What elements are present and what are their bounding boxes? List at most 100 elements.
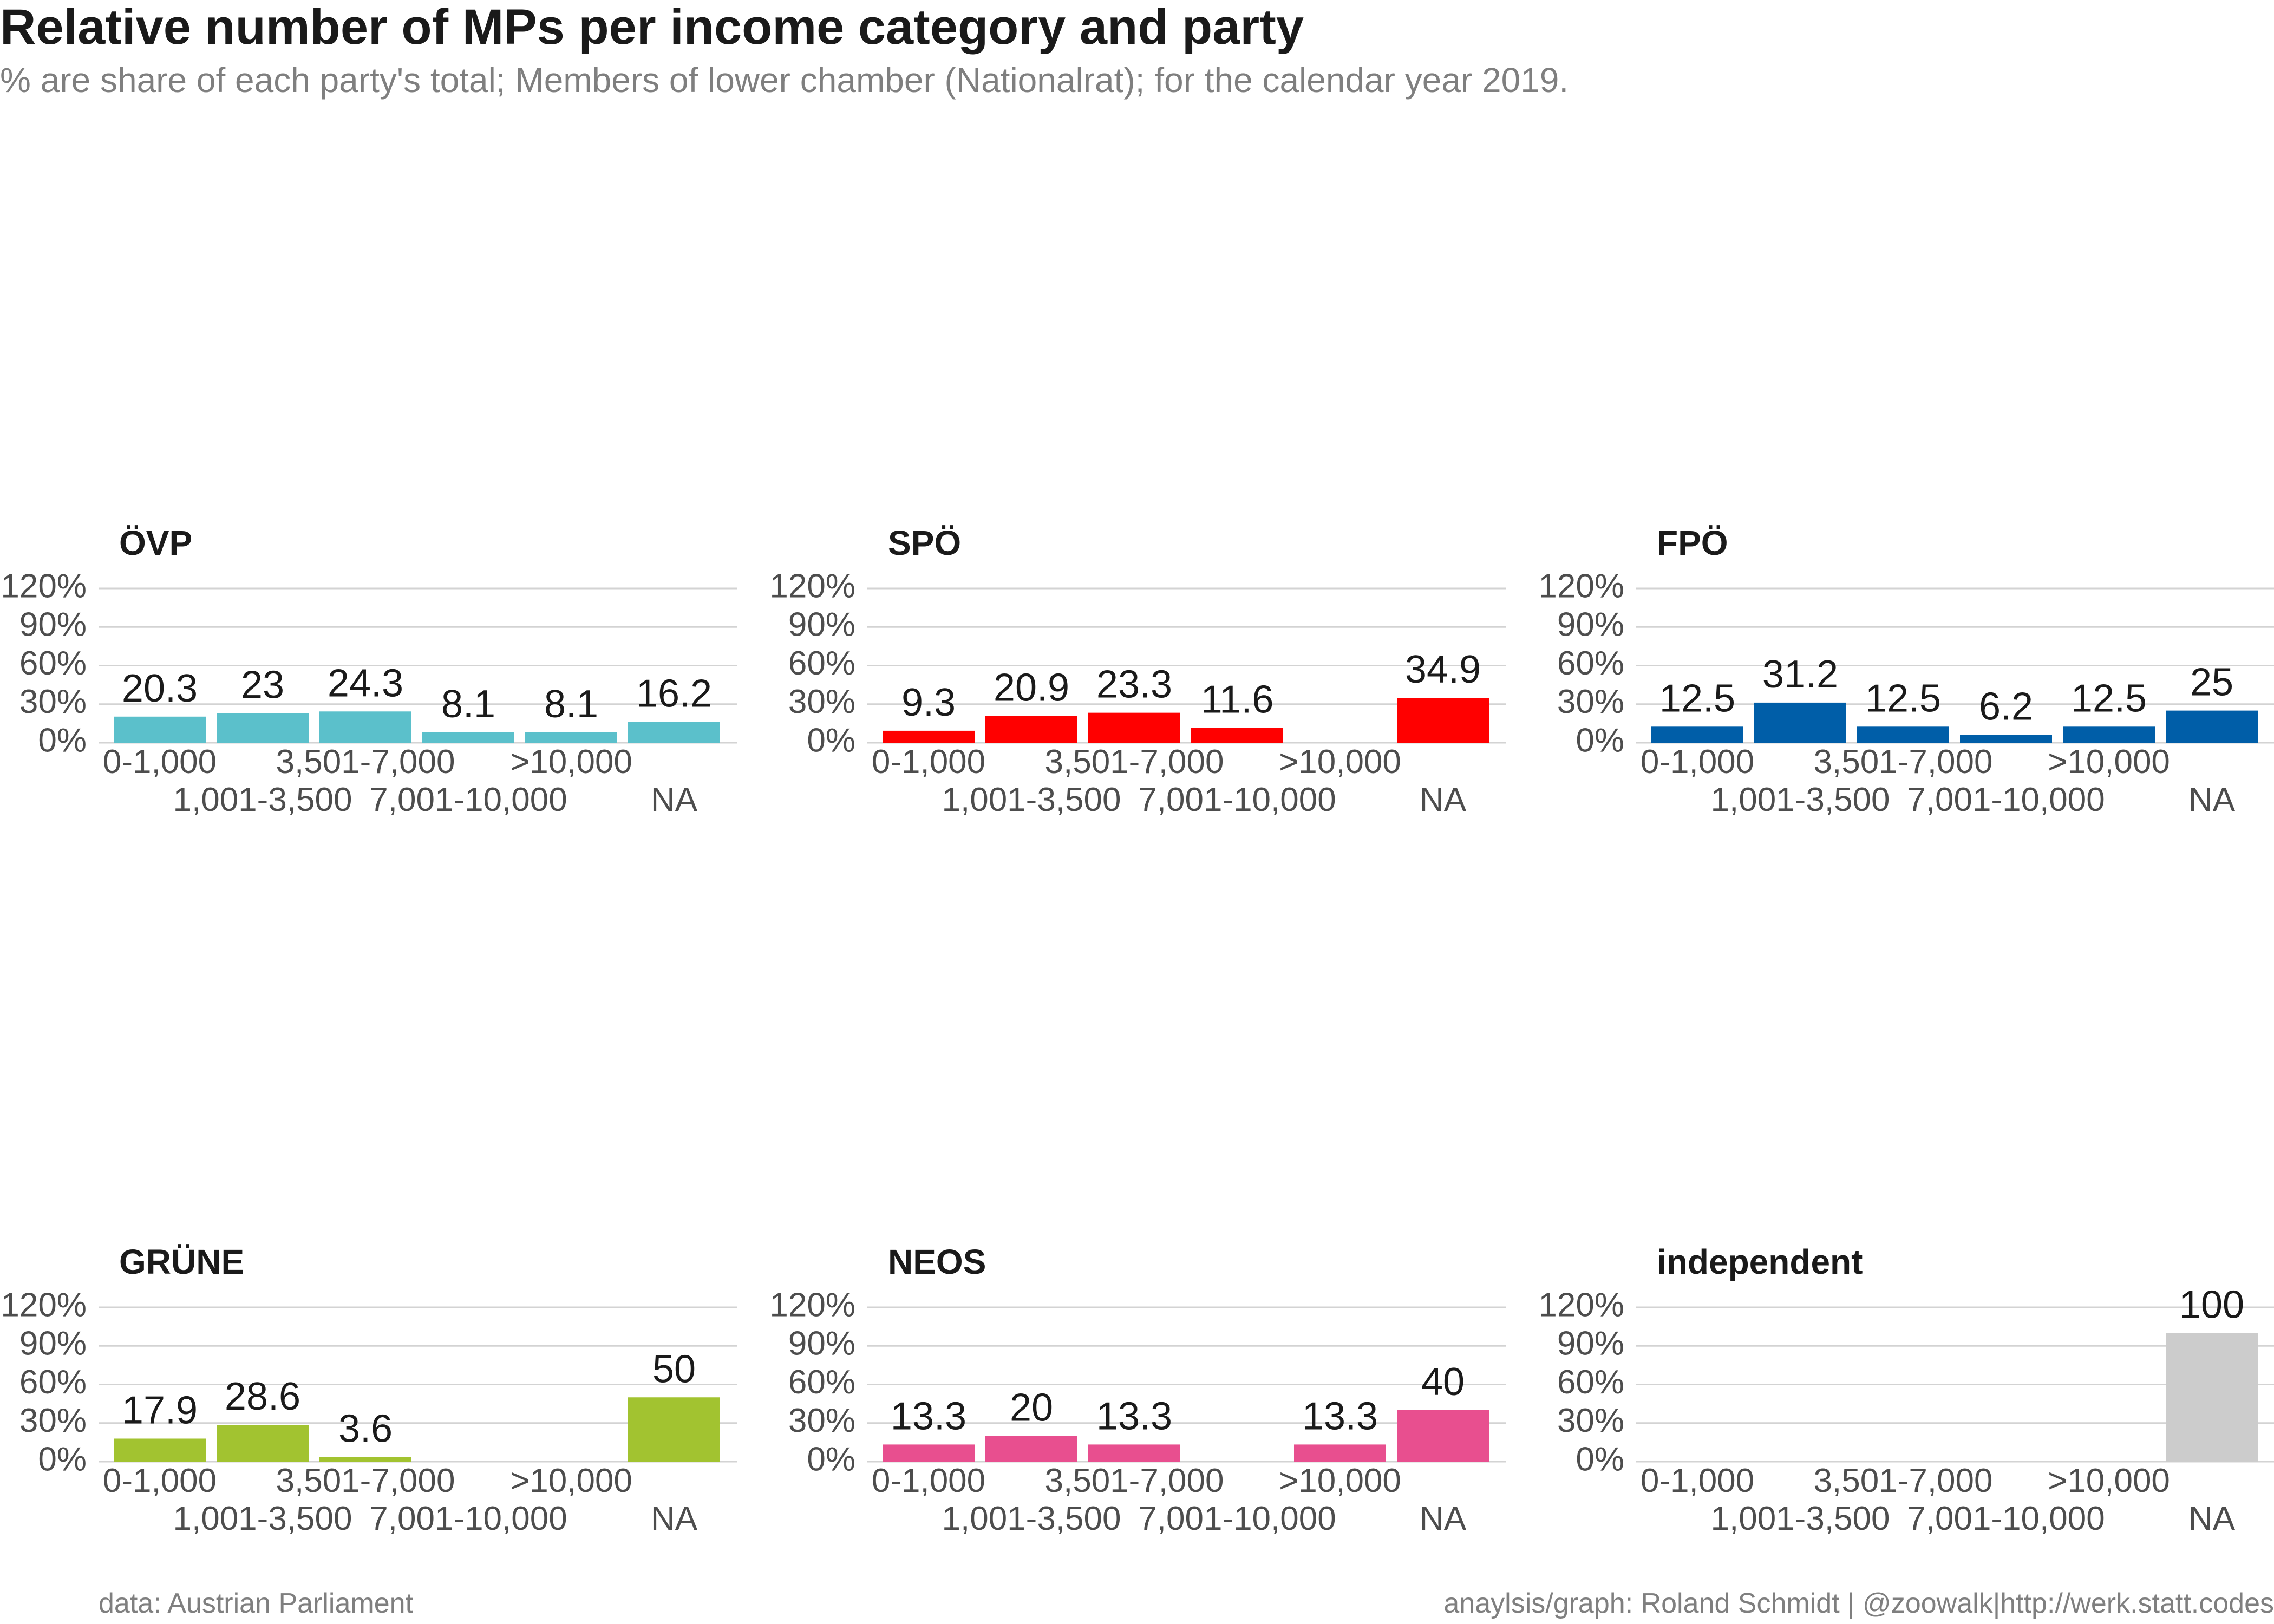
- grune-x-tick-label: >10,000: [510, 1462, 632, 1499]
- neos-x-tick-label: 1,001-3,500: [942, 1500, 1121, 1537]
- grune-y-tick-label: 90%: [19, 1325, 87, 1363]
- neos-value-label: 13.3: [891, 1394, 966, 1438]
- author-caption: anaylsis/graph: Roland Schmidt | @zoowal…: [1443, 1588, 2274, 1619]
- independent-x-tick-label: >10,000: [2048, 1462, 2170, 1499]
- independent-x-tick-label: 3,501-7,000: [1814, 1462, 1993, 1499]
- chart-title: Relative number of MPs per income catego…: [0, 0, 1304, 55]
- neos-value-label: 13.3: [1302, 1394, 1378, 1438]
- grune-panel-title: GRÜNE: [119, 1242, 244, 1281]
- ovp-x-tick-label: 0-1,000: [103, 743, 217, 781]
- spo-bar: [985, 716, 1077, 743]
- grune-x-tick-label: NA: [651, 1500, 698, 1537]
- spo-bar: [883, 730, 975, 743]
- spo-value-label: 9.3: [901, 681, 956, 724]
- grune-value-label: 3.6: [338, 1407, 393, 1450]
- independent-x-tick-label: NA: [2188, 1500, 2236, 1537]
- independent-y-tick-label: 90%: [1557, 1325, 1624, 1363]
- spo-panel-title: SPÖ: [888, 523, 961, 562]
- fpo-y-tick-label: 30%: [1557, 683, 1624, 721]
- fpo-bar: [2166, 710, 2258, 743]
- grune-value-label: 17.9: [122, 1389, 198, 1432]
- spo-bar: [1088, 712, 1180, 743]
- fpo-x-tick-label: NA: [2188, 781, 2236, 818]
- ovp-value-label: 8.1: [544, 683, 598, 726]
- ovp-y-tick-label: 0%: [38, 722, 87, 759]
- spo-y-tick-label: 120%: [769, 567, 855, 605]
- grune-bar: [114, 1438, 206, 1462]
- grune-value-label: 50: [652, 1347, 696, 1391]
- fpo-bar: [1857, 726, 1949, 743]
- ovp-panel-title: ÖVP: [119, 523, 192, 562]
- fpo-value-label: 12.5: [1865, 677, 1941, 720]
- independent-y-tick-label: 30%: [1557, 1402, 1624, 1439]
- ovp-bar: [319, 711, 411, 743]
- fpo-panel-title: FPÖ: [1657, 523, 1728, 562]
- neos-bar: [883, 1444, 975, 1462]
- ovp-bar: [114, 716, 206, 743]
- neos-bar: [1088, 1444, 1180, 1462]
- grune-bar: [628, 1397, 720, 1462]
- ovp-bar: [525, 732, 617, 743]
- neos-x-tick-label: >10,000: [1279, 1462, 1401, 1499]
- grune-y-tick-label: 60%: [19, 1364, 87, 1401]
- ovp-bar: [217, 713, 309, 743]
- ovp-x-tick-label: NA: [651, 781, 698, 818]
- neos-y-tick-label: 90%: [788, 1325, 855, 1363]
- ovp-value-label: 23: [241, 663, 284, 706]
- fpo-value-label: 12.5: [1659, 677, 1735, 720]
- grune-x-tick-label: 3,501-7,000: [276, 1462, 455, 1499]
- grune-bar: [217, 1425, 309, 1462]
- ovp-value-label: 8.1: [441, 683, 495, 726]
- ovp-value-label: 20.3: [122, 667, 198, 710]
- spo-x-tick-label: NA: [1420, 781, 1467, 818]
- ovp-bar: [422, 732, 514, 743]
- grune-y-tick-label: 120%: [1, 1286, 87, 1324]
- fpo-value-label: 25: [2190, 661, 2233, 704]
- independent-y-tick-label: 0%: [1576, 1440, 1624, 1478]
- ovp-x-tick-label: 1,001-3,500: [173, 781, 352, 818]
- grune-x-tick-label: 7,001-10,000: [369, 1500, 567, 1537]
- ovp-y-tick-label: 120%: [1, 567, 87, 605]
- ovp-value-label: 24.3: [328, 662, 403, 705]
- neos-bar: [1397, 1410, 1489, 1462]
- spo-bar: [1397, 698, 1489, 743]
- neos-y-tick-label: 0%: [807, 1440, 855, 1478]
- fpo-y-tick-label: 90%: [1557, 606, 1624, 644]
- spo-value-label: 20.9: [994, 666, 1069, 709]
- spo-x-tick-label: 1,001-3,500: [942, 781, 1121, 818]
- fpo-x-tick-label: >10,000: [2048, 743, 2170, 781]
- grune-y-tick-label: 0%: [38, 1440, 87, 1478]
- ovp-value-label: 16.2: [636, 672, 712, 716]
- grune-x-tick-label: 1,001-3,500: [173, 1500, 352, 1537]
- ovp-x-tick-label: 7,001-10,000: [369, 781, 567, 818]
- neos-x-tick-label: NA: [1420, 1500, 1467, 1537]
- spo-x-tick-label: >10,000: [1279, 743, 1401, 781]
- ovp-x-tick-label: 3,501-7,000: [276, 743, 455, 781]
- grune-y-tick-label: 30%: [19, 1402, 87, 1439]
- neos-y-tick-label: 30%: [788, 1402, 855, 1439]
- independent-bar: [2166, 1333, 2258, 1462]
- neos-panel-title: NEOS: [888, 1242, 986, 1281]
- spo-bar: [1191, 728, 1283, 743]
- independent-y-tick-label: 120%: [1538, 1286, 1624, 1324]
- spo-x-tick-label: 7,001-10,000: [1138, 781, 1336, 818]
- ovp-x-tick-label: >10,000: [510, 743, 632, 781]
- ovp-bar: [628, 722, 720, 743]
- fpo-value-label: 12.5: [2071, 677, 2147, 720]
- neos-x-tick-label: 0-1,000: [872, 1462, 985, 1499]
- neos-y-tick-label: 60%: [788, 1364, 855, 1401]
- neos-value-label: 40: [1421, 1360, 1465, 1404]
- neos-bar: [1294, 1444, 1386, 1462]
- spo-value-label: 34.9: [1405, 648, 1481, 691]
- fpo-x-tick-label: 1,001-3,500: [1711, 781, 1890, 818]
- spo-value-label: 23.3: [1096, 663, 1172, 706]
- fpo-value-label: 31.2: [1762, 653, 1838, 696]
- fpo-x-tick-label: 0-1,000: [1641, 743, 1754, 781]
- neos-value-label: 13.3: [1096, 1394, 1172, 1438]
- fpo-y-tick-label: 120%: [1538, 567, 1624, 605]
- fpo-bar: [2063, 726, 2155, 743]
- spo-value-label: 11.6: [1201, 678, 1274, 721]
- grune-x-tick-label: 0-1,000: [103, 1462, 217, 1499]
- fpo-y-tick-label: 0%: [1576, 722, 1624, 759]
- ovp-y-tick-label: 90%: [19, 606, 87, 644]
